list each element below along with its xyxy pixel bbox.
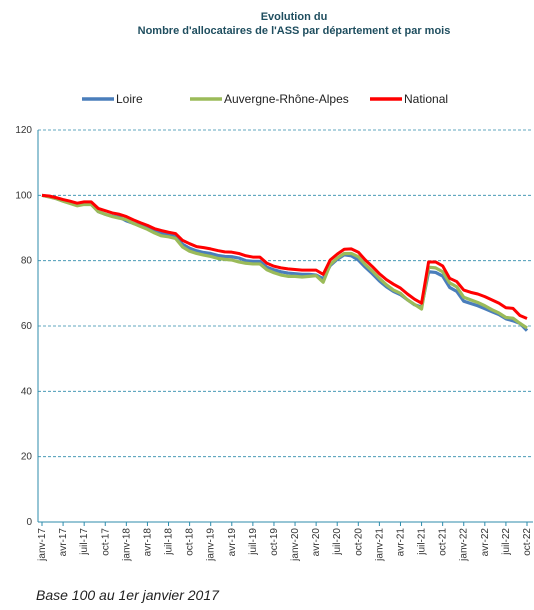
- footnote: Base 100 au 1er janvier 2017: [36, 587, 220, 603]
- y-tick-label: 0: [26, 517, 32, 528]
- x-tick-label: juil-18: [164, 528, 175, 556]
- x-tick-label: oct-17: [100, 528, 111, 556]
- x-tick-label: janv-22: [459, 528, 470, 562]
- x-tick-label: janv-17: [37, 528, 48, 562]
- legend-label: Auvergne-Rhône-Alpes: [224, 92, 349, 106]
- x-tick-label: juil-20: [332, 528, 343, 556]
- x-tick-label: juil-17: [79, 528, 90, 556]
- y-tick-label: 80: [21, 256, 33, 267]
- x-tick-label: avr-17: [58, 528, 69, 557]
- y-tick-label: 120: [15, 125, 32, 136]
- x-tick-label: avr-21: [395, 528, 406, 557]
- x-tick-label: oct-19: [269, 528, 280, 556]
- series-line: [41, 193, 528, 320]
- chart-title: Evolution du: [261, 11, 328, 23]
- chart-subtitle: Nombre d'allocataires de l'ASS par dépar…: [138, 25, 451, 37]
- legend-label: National: [404, 92, 448, 106]
- x-tick-label: janv-20: [290, 528, 301, 562]
- y-tick-label: 20: [21, 452, 33, 463]
- x-tick-label: avr-20: [311, 528, 322, 557]
- x-tick-label: juil-22: [501, 528, 512, 556]
- x-tick-label: avr-19: [227, 528, 238, 557]
- x-tick-label: janv-18: [121, 528, 132, 562]
- y-tick-label: 60: [21, 321, 33, 332]
- x-tick-label: janv-21: [374, 528, 385, 562]
- x-tick-label: oct-20: [353, 528, 364, 556]
- series-line: [41, 193, 528, 330]
- x-tick-label: avr-22: [480, 528, 491, 557]
- x-tick-label: juil-19: [248, 528, 259, 556]
- legend-label: Loire: [116, 92, 143, 106]
- x-tick-label: oct-22: [522, 528, 533, 556]
- x-tick-label: oct-18: [185, 528, 196, 556]
- y-tick-label: 40: [21, 386, 33, 397]
- x-tick-label: oct-21: [438, 528, 449, 556]
- x-tick-label: janv-19: [206, 528, 217, 562]
- y-tick-label: 100: [15, 190, 32, 201]
- x-tick-label: avr-18: [142, 528, 153, 557]
- x-tick-label: juil-21: [417, 528, 428, 556]
